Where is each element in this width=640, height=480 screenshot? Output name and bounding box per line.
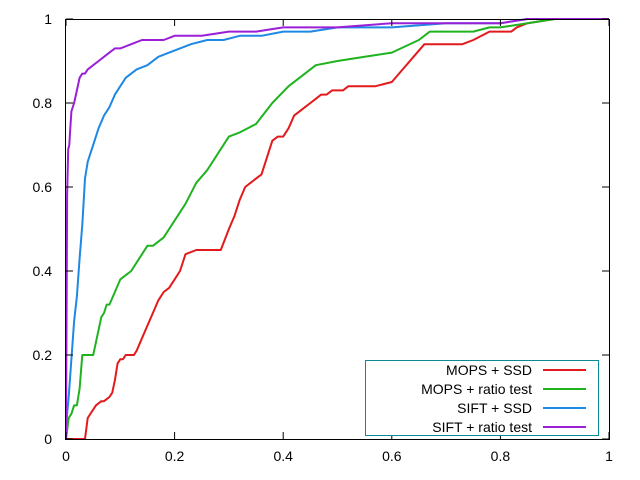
series-line-sift-ratio-test — [65, 18, 609, 440]
series-line-sift-ssd — [65, 18, 609, 440]
series-line-mops-ssd — [66, 18, 609, 440]
plot-lines — [65, 18, 609, 440]
y-tick-label: 0.2 — [33, 347, 53, 363]
x-tick-label: 1 — [605, 448, 613, 464]
legend: MOPS + SSD MOPS + ratio test SIFT + SSD SIF… — [365, 360, 599, 436]
y-tick-label: 0 — [44, 431, 52, 447]
series-line-mops-ratio-test — [65, 18, 609, 440]
axis-tick-labels: 0 0.2 0.4 0.6 0.8 1 0 0.2 0.4 0.6 0.8 1 — [33, 11, 614, 464]
legend-label-sift-ssd: SIFT + SSD — [457, 400, 532, 416]
x-tick-label: 0.6 — [382, 448, 402, 464]
x-tick-label: 0 — [62, 448, 70, 464]
y-tick-label: 0.4 — [33, 263, 53, 279]
x-tick-label: 0.2 — [165, 448, 185, 464]
plot-frame — [65, 19, 610, 440]
y-tick-label: 1 — [44, 11, 52, 27]
legend-label-sift-ratio-test: SIFT + ratio test — [432, 419, 532, 435]
y-tick-label: 0.6 — [33, 179, 53, 195]
legend-label-mops-ratio-test: MOPS + ratio test — [421, 381, 532, 397]
x-tick-label: 0.4 — [273, 448, 293, 464]
y-tick-label: 0.8 — [33, 95, 53, 111]
legend-label-mops-ssd: MOPS + SSD — [446, 362, 532, 378]
x-tick-label: 0.8 — [491, 448, 511, 464]
legend-box — [365, 360, 599, 436]
